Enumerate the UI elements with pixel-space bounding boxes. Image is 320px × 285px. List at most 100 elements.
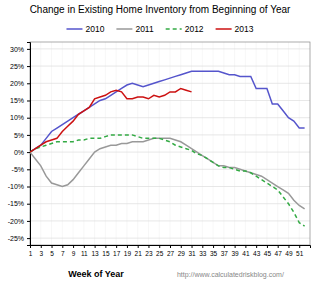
y-tick-label: -20% — [8, 218, 24, 225]
grid-line-x — [256, 42, 257, 245]
x-tick: 9 — [72, 245, 76, 257]
y-tick-mark — [27, 83, 30, 84]
grid-line-x — [277, 42, 278, 245]
series-line — [30, 138, 305, 209]
x-tick-mark — [181, 245, 182, 248]
grid-line-x — [73, 42, 74, 245]
y-tick: 20% — [10, 80, 30, 87]
grid-line-y — [30, 66, 310, 67]
x-tick-label: 45 — [264, 250, 272, 257]
series-line — [30, 135, 305, 226]
x-tick-mark — [299, 245, 300, 248]
grid-line-y — [30, 83, 310, 84]
y-tick-mark — [27, 187, 30, 188]
x-tick: 1 — [29, 245, 33, 257]
y-axis-line — [27, 43, 31, 246]
grid-line-x — [40, 42, 41, 245]
y-tick-label: 0% — [14, 149, 24, 156]
x-tick: 47 — [275, 245, 283, 257]
y-tick: 25% — [10, 63, 30, 70]
x-tick-mark — [288, 245, 289, 248]
grid-line-x — [245, 42, 246, 245]
grid-line-x — [202, 42, 203, 245]
grid-line-x — [94, 42, 95, 245]
y-tick-mark — [27, 66, 30, 67]
y-tick: -15% — [8, 200, 30, 207]
grid-line-x — [105, 42, 106, 245]
legend-label: 2010 — [85, 24, 104, 34]
x-tick-mark — [95, 245, 96, 248]
x-tick-label: 3 — [39, 250, 43, 257]
x-tick: 25 — [156, 245, 164, 257]
chart: Change in Existing Home Inventory from B… — [0, 0, 320, 285]
legend-item: 2012 — [166, 24, 204, 34]
grid — [30, 42, 310, 245]
grid-line-y — [30, 169, 310, 170]
x-tick-mark — [73, 245, 74, 248]
series-line — [30, 88, 192, 152]
x-tick-label: 1 — [29, 250, 33, 257]
x-axis: 1357911131517192123252729313335373941434… — [29, 245, 311, 257]
grid-line-x — [299, 42, 300, 245]
grid-line-x — [266, 42, 267, 245]
grid-line-x — [137, 42, 138, 245]
grid-line-y — [30, 186, 310, 187]
x-tick: 41 — [242, 245, 250, 257]
y-tick-mark — [27, 204, 30, 205]
x-tick: 37 — [221, 245, 229, 257]
y-tick: -5% — [12, 166, 30, 173]
y-tick-label: -10% — [8, 183, 24, 190]
y-tick-mark — [27, 100, 30, 101]
x-axis-title: Week of Year — [68, 269, 124, 279]
x-tick-label: 11 — [81, 250, 88, 257]
x-tick: 19 — [124, 245, 132, 257]
y-tick: 0% — [14, 149, 30, 156]
y-tick-label: -25% — [8, 235, 24, 242]
x-tick-label: 19 — [124, 250, 132, 257]
legend-swatch — [116, 28, 132, 30]
x-tick-label: 41 — [242, 250, 250, 257]
x-tick: 27 — [167, 245, 175, 257]
y-tick: 30% — [10, 46, 30, 53]
x-tick: 45 — [264, 245, 272, 257]
x-tick-mark — [267, 245, 268, 248]
y-tick-mark — [27, 221, 30, 222]
x-tick-mark — [245, 245, 246, 248]
y-tick-mark — [27, 152, 30, 153]
y-tick: -20% — [8, 218, 30, 225]
lines — [30, 71, 305, 226]
x-tick: 7 — [61, 245, 65, 257]
x-tick-label: 35 — [210, 250, 218, 257]
x-tick-mark — [116, 245, 117, 248]
legend-swatch — [216, 28, 232, 30]
x-tick: 35 — [210, 245, 218, 257]
y-tick: 15% — [10, 97, 30, 104]
x-tick: 39 — [231, 245, 239, 257]
x-tick: 49 — [285, 245, 293, 257]
title: Change in Existing Home Inventory from B… — [30, 4, 291, 15]
y-tick-mark — [27, 169, 30, 170]
y-tick-mark — [27, 118, 30, 119]
grid-line-x — [288, 42, 289, 245]
x-tick-label: 49 — [285, 250, 293, 257]
x-tick-label: 17 — [113, 250, 121, 257]
plot-frame — [30, 42, 310, 245]
x-tick-mark — [256, 245, 257, 248]
legend-label: 2012 — [185, 24, 204, 34]
x-tick-label: 13 — [91, 250, 99, 257]
grid-line-y — [30, 152, 310, 153]
x-tick-label: 31 — [188, 250, 196, 257]
y-tick-mark — [27, 49, 30, 50]
x-tick-label: 29 — [178, 250, 186, 257]
grid-line-y — [30, 100, 310, 101]
x-tick-label: 37 — [221, 250, 229, 257]
y-tick-label: 10% — [10, 114, 24, 121]
y-tick-label: 15% — [10, 97, 24, 104]
grid-line-x — [148, 42, 149, 245]
grid-line-x — [191, 42, 192, 245]
x-tick: 43 — [253, 245, 261, 257]
x-tick-label: 9 — [72, 250, 76, 257]
x-tick: 5 — [50, 245, 54, 257]
x-tick-mark — [278, 245, 279, 248]
grid-line-x — [159, 42, 160, 245]
